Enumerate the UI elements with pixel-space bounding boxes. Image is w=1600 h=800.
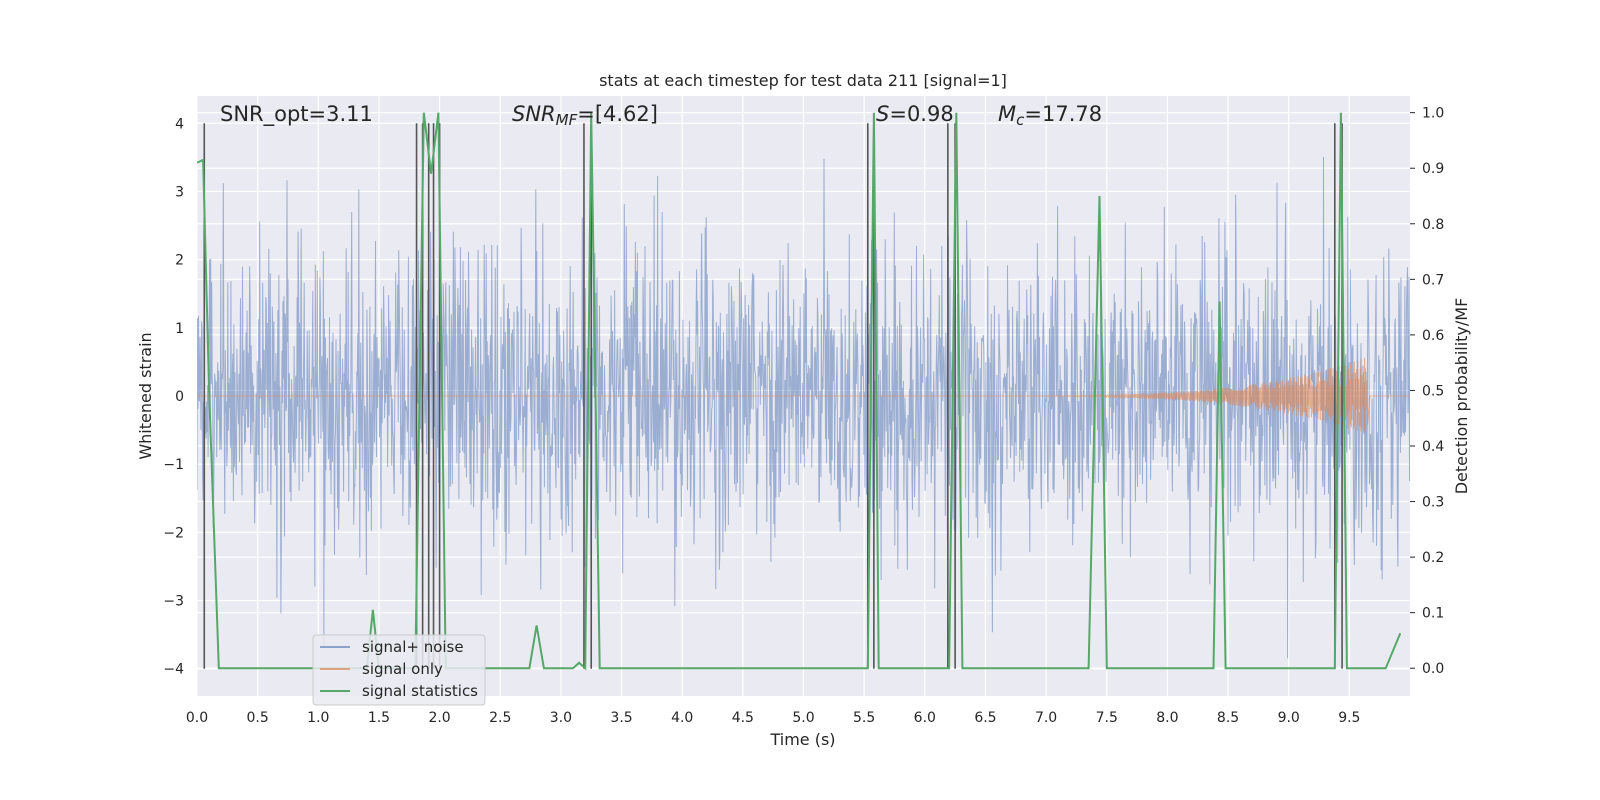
- x-tick-label: 8.0: [1156, 710, 1178, 726]
- y-right-tick-label: 0.2: [1422, 550, 1444, 566]
- y-right-tick-label: 0.0: [1422, 661, 1444, 677]
- x-tick-label: 5.5: [853, 710, 875, 726]
- y-right-tick-label: 0.5: [1422, 383, 1444, 399]
- legend-box: [312, 634, 486, 706]
- snr-mf-subscript: MF: [556, 111, 578, 129]
- annotation-s: S=0.98: [876, 102, 954, 126]
- y-left-tick-label: 3: [175, 184, 184, 200]
- y-left-axis-label: Whitened strain: [136, 332, 155, 459]
- x-tick-label: 7.5: [1096, 710, 1118, 726]
- y-right-axis-ticks: 1.0 0.9 0.8 0.7 0.6 0.5 0.4 0.3 0.2 0.1 0.0: [1410, 106, 1444, 677]
- x-tick-label: 1.5: [368, 710, 390, 726]
- y-left-axis-ticks: 4 3 2 1 0 −1 −2 −3 −4: [163, 116, 184, 677]
- y-right-tick-label: 0.9: [1422, 161, 1444, 177]
- y-right-tick-label: 0.4: [1422, 439, 1444, 455]
- legend-label-signal: signal only: [362, 660, 443, 678]
- x-tick-label: 0.5: [247, 710, 269, 726]
- x-axis-label: Time (s): [769, 730, 835, 749]
- s-value: =0.98: [889, 102, 953, 126]
- chart-title: stats at each timestep for test data 211…: [599, 71, 1007, 90]
- x-tick-label: 6.5: [974, 710, 996, 726]
- y-left-tick-label: −1: [163, 457, 184, 473]
- legend: signal+ noise signal only signal statist…: [312, 634, 486, 706]
- y-left-tick-label: −2: [163, 525, 184, 541]
- legend-label-statistics: signal statistics: [362, 682, 478, 700]
- legend-label-noise: signal+ noise: [362, 638, 464, 656]
- x-tick-label: 6.0: [914, 710, 936, 726]
- x-axis-ticks: 0.0 0.5 1.0 1.5 2.0 2.5 3.0 3.5 4.0 4.5 5.0 5.5 6.0 6…: [186, 710, 1361, 726]
- x-tick-label: 2.0: [428, 710, 450, 726]
- snr-mf-symbol: SNR: [512, 102, 556, 126]
- y-right-tick-label: 0.8: [1422, 217, 1444, 233]
- annotation-snr-mf: SNRMF=[4.62]: [512, 102, 658, 129]
- y-right-tick-label: 0.6: [1422, 328, 1444, 344]
- x-tick-label: 2.5: [489, 710, 511, 726]
- y-left-tick-label: 0: [175, 389, 184, 405]
- signal-only-series: [197, 357, 1410, 433]
- x-tick-label: 9.0: [1278, 710, 1300, 726]
- x-tick-label: 1.0: [307, 710, 329, 726]
- x-tick-label: 3.0: [550, 710, 572, 726]
- x-tick-label: 8.5: [1217, 710, 1239, 726]
- x-tick-label: 0.0: [186, 710, 208, 726]
- annotation-mc: Mc=17.78: [998, 102, 1102, 129]
- y-right-tick-label: 0.7: [1422, 272, 1444, 288]
- x-tick-label: 4.0: [671, 710, 693, 726]
- y-left-tick-label: 1: [175, 321, 184, 337]
- mc-subscript: c: [1016, 111, 1025, 129]
- y-left-tick-label: 4: [175, 116, 184, 132]
- y-right-tick-label: 0.1: [1422, 606, 1444, 622]
- signal-noise-series: [197, 156, 1410, 659]
- y-left-tick-label: −3: [163, 594, 184, 610]
- y-left-tick-label: −4: [163, 662, 184, 678]
- y-right-axis-label: Detection probability/MF: [1452, 298, 1471, 495]
- mc-value: =17.78: [1024, 102, 1102, 126]
- y-left-tick-label: 2: [175, 253, 184, 269]
- x-tick-label: 7.0: [1035, 710, 1057, 726]
- y-right-tick-label: 1.0: [1422, 106, 1444, 122]
- snr-mf-value: =[4.62]: [577, 102, 658, 126]
- x-tick-label: 3.5: [610, 710, 632, 726]
- mc-symbol: M: [998, 102, 1016, 126]
- x-tick-label: 9.5: [1338, 710, 1360, 726]
- x-tick-label: 5.0: [792, 710, 814, 726]
- s-symbol: S: [876, 102, 889, 126]
- y-right-tick-label: 0.3: [1422, 495, 1444, 511]
- x-tick-label: 4.5: [732, 710, 754, 726]
- annotation-snr-opt: SNR_opt=3.11: [220, 102, 373, 127]
